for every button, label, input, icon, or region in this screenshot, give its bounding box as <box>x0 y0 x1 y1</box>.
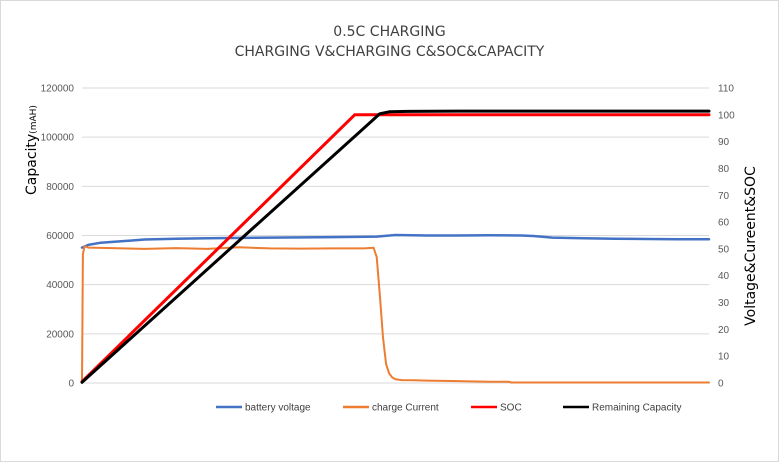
chart-title: 0.5C CHARGING <box>333 24 446 40</box>
right-tick-label: 10 <box>718 352 730 363</box>
left-axis-ticks: 0 20000 40000 60000 80000 100000 120000 <box>41 84 75 390</box>
left-tick-label: 100000 <box>41 133 75 144</box>
legend-label-charge-current: charge Current <box>372 403 439 414</box>
right-tick-label: 110 <box>718 84 734 95</box>
left-tick-label: 20000 <box>46 329 74 340</box>
legend: battery voltage charge Current SOC Remainin… <box>216 403 682 414</box>
right-tick-label: 80 <box>718 164 730 175</box>
right-axis-title: Voltage&Cureent&SOC <box>743 166 759 326</box>
right-tick-label: 100 <box>718 110 735 121</box>
legend-label-soc: SOC <box>500 403 522 414</box>
left-tick-label: 80000 <box>46 182 74 193</box>
right-tick-label: 70 <box>718 191 730 202</box>
right-axis-ticks: 0 10 20 30 40 50 60 70 80 90 100 110 <box>718 84 735 390</box>
left-tick-label: 120000 <box>41 84 75 95</box>
series-line-charge-current <box>81 245 710 384</box>
legend-label-battery-voltage: battery voltage <box>245 403 311 414</box>
right-tick-label: 40 <box>718 271 730 282</box>
series-line-soc <box>80 113 711 384</box>
left-tick-label: 60000 <box>46 231 74 242</box>
left-tick-label: 0 <box>68 379 74 390</box>
left-tick-label: 40000 <box>46 280 74 291</box>
right-tick-label: 20 <box>718 325 730 336</box>
series-layer <box>80 109 711 384</box>
right-tick-label: 90 <box>718 137 730 148</box>
left-axis-title: Capacity(mAH) <box>24 105 40 195</box>
legend-label-remaining-capacity: Remaining Capacity <box>592 403 682 414</box>
left-axis-title-text: Capacity <box>24 134 40 195</box>
right-tick-label: 60 <box>718 218 730 229</box>
left-axis-title-unit: (mAH) <box>29 105 39 134</box>
right-tick-label: 30 <box>718 298 730 309</box>
chart-subtitle: CHARGING V&CHARGING C&SOC&CAPACITY <box>234 44 545 60</box>
right-tick-label: 50 <box>718 244 730 255</box>
right-tick-label: 0 <box>718 379 724 390</box>
series-line-remaining-capacity <box>80 109 711 384</box>
series-line-battery-voltage <box>80 233 711 249</box>
